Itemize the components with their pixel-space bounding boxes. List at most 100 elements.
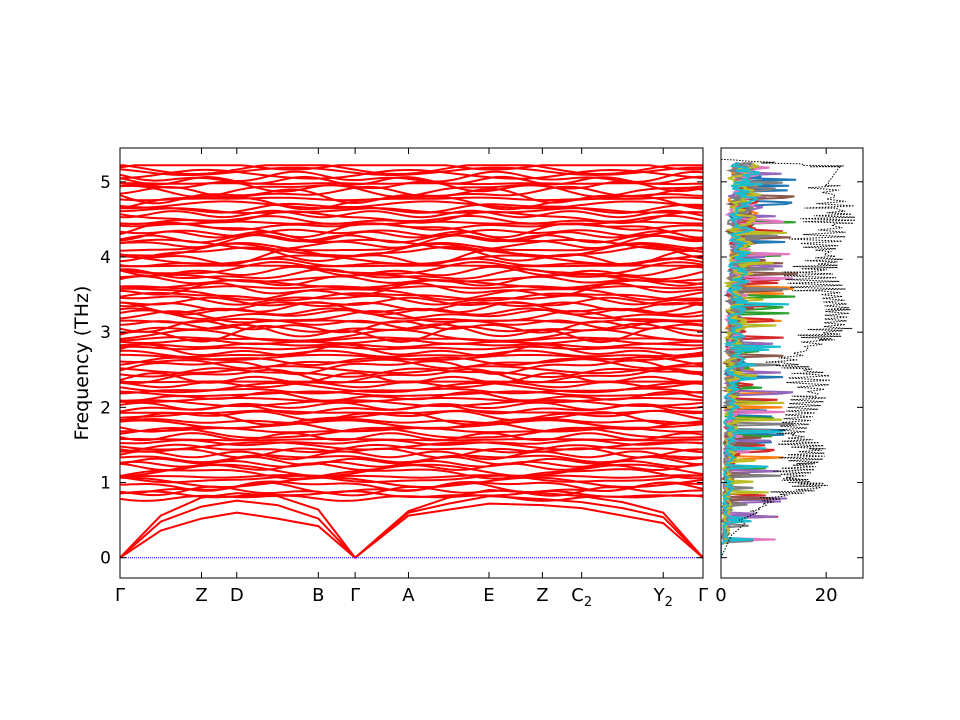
high-symmetry-labels: Γ Z D B Γ A E Z C2 Y2 Γ: [115, 585, 708, 610]
optical-band: [120, 182, 703, 186]
optical-band: [120, 230, 703, 242]
optical-band: [120, 342, 703, 349]
dos-x-tick-label: 20: [815, 585, 838, 606]
optical-band: [120, 196, 703, 202]
high-symmetry-label: Z: [536, 585, 548, 606]
optical-band: [120, 324, 703, 344]
optical-band: [120, 468, 703, 480]
optical-band: [120, 275, 703, 287]
y-axis-label: Frequency (THz): [71, 286, 93, 441]
optical-band: [120, 319, 703, 330]
y-tick-label: 4: [100, 248, 111, 268]
optical-band: [120, 474, 703, 484]
y-tick-label: 2: [100, 398, 111, 418]
acoustic-branch: [120, 502, 703, 559]
band-plot-frame: [119, 147, 704, 579]
optical-band: [120, 438, 703, 447]
optical-band: [120, 462, 703, 471]
optical-band: [120, 390, 703, 397]
optical-band: [120, 264, 703, 268]
optical-band: [120, 164, 703, 176]
optical-band: [120, 454, 703, 464]
high-symmetry-label: A: [402, 585, 415, 606]
optical-band: [120, 175, 703, 186]
acoustic-branch: [120, 495, 703, 560]
y-tick-label: 0: [100, 549, 111, 569]
optical-band: [120, 228, 703, 237]
optical-band: [120, 296, 703, 307]
optical-band: [120, 209, 703, 219]
optical-band: [120, 260, 703, 276]
optical-band: [120, 285, 703, 290]
optical-band: [120, 183, 703, 198]
optical-band: [120, 381, 703, 394]
optical-band: [120, 399, 703, 408]
dos-x-tick-labels: 0 20: [715, 585, 837, 606]
optical-band: [120, 301, 703, 312]
optical-band: [120, 418, 703, 425]
dos-x-tick-label: 0: [715, 585, 726, 606]
optical-band: [120, 441, 703, 451]
optical-band: [120, 248, 703, 266]
band-lines: [120, 164, 703, 560]
high-symmetry-label: Γ: [698, 585, 708, 606]
high-symmetry-label: B: [312, 585, 324, 606]
y-tick-label: 5: [100, 173, 111, 193]
y-tick-labels: 0 1 2 3 4 5: [100, 173, 111, 569]
optical-band: [120, 233, 703, 249]
optical-band: [120, 438, 703, 442]
optical-band: [120, 367, 703, 378]
high-symmetry-label: Z: [195, 585, 207, 606]
optical-band: [120, 365, 703, 375]
optical-band: [120, 401, 703, 411]
optical-band: [120, 409, 703, 415]
dos-plot-frame: [720, 147, 864, 579]
optical-band: [120, 447, 703, 459]
high-symmetry-label: C2: [571, 585, 592, 610]
optical-band: [120, 343, 703, 358]
optical-band: [120, 328, 703, 342]
optical-band: [120, 287, 703, 301]
optical-band: [120, 202, 703, 215]
dos-curves: [721, 158, 856, 558]
optical-band: [120, 170, 703, 183]
optical-band: [120, 367, 703, 384]
projected-dos-curve: [721, 162, 790, 558]
optical-band: [120, 358, 703, 370]
optical-band: [120, 233, 703, 244]
optical-band: [120, 210, 703, 225]
dos-panel: 0 20: [715, 147, 864, 606]
optical-band: [120, 409, 703, 422]
high-symmetry-label: Γ: [350, 585, 360, 606]
y-tick-label: 3: [100, 323, 111, 343]
band-axis-ticks: [119, 148, 704, 578]
optical-band: [120, 294, 703, 306]
band-structure-panel: 0 1 2 3 4 5 Γ Z D B Γ A E Z C2 Y2 Γ Frequency (THz): [71, 147, 708, 610]
optical-band: [120, 432, 703, 442]
optical-band: [120, 476, 703, 489]
high-symmetry-label: E: [483, 585, 494, 606]
optical-band: [120, 390, 703, 403]
optical-band: [120, 308, 703, 320]
optical-band: [120, 372, 703, 384]
optical-band: [120, 455, 703, 466]
optical-band: [120, 426, 703, 439]
high-symmetry-label: D: [230, 585, 244, 606]
y-tick-label: 1: [100, 474, 111, 494]
high-symmetry-label: Γ: [115, 585, 125, 606]
optical-band: [120, 480, 703, 493]
optical-band: [120, 168, 703, 180]
high-symmetry-label: Y2: [653, 585, 673, 610]
projected-dos-curve: [721, 162, 787, 558]
optical-band: [120, 345, 703, 351]
optical-band: [120, 349, 703, 358]
optical-band: [120, 268, 703, 281]
optical-band: [120, 353, 703, 362]
optical-band: [120, 474, 703, 479]
optical-band: [120, 245, 703, 263]
optical-band: [120, 164, 703, 171]
optical-band: [120, 265, 703, 277]
optical-band: [120, 207, 703, 214]
total-dos-curve: [721, 158, 856, 558]
